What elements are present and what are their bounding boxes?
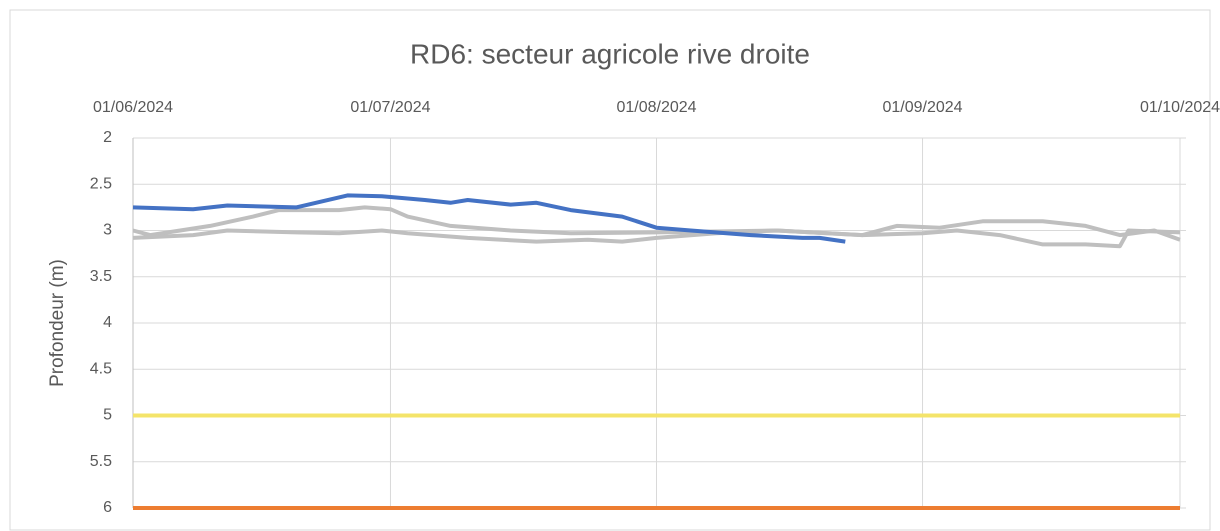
y-tick-label: 2.5 <box>90 175 112 192</box>
y-tick-label: 4 <box>103 314 112 331</box>
x-tick-label: 01/08/2024 <box>616 99 696 116</box>
series-line <box>132 193 846 244</box>
x-tick-label: 01/06/2024 <box>93 99 173 116</box>
y-tick-label: 5 <box>103 407 112 424</box>
y-tick-label: 6 <box>103 499 112 516</box>
x-tick-label: 01/09/2024 <box>883 99 963 116</box>
y-tick-label: 4.5 <box>90 360 112 377</box>
series-line <box>132 205 1181 249</box>
y-tick-label: 5.5 <box>90 453 112 470</box>
x-tick-label: 01/10/2024 <box>1140 99 1220 116</box>
y-tick-label: 2 <box>103 129 112 146</box>
chart-title: RD6: secteur agricole rive droite <box>410 38 810 69</box>
y-axis-label: Profondeur (m) <box>47 259 68 387</box>
y-tick-label: 3.5 <box>90 268 112 285</box>
x-tick-label: 01/07/2024 <box>350 99 430 116</box>
series-line <box>132 219 1181 244</box>
y-tick-label: 3 <box>103 222 112 239</box>
chart-frame <box>9 9 1211 531</box>
